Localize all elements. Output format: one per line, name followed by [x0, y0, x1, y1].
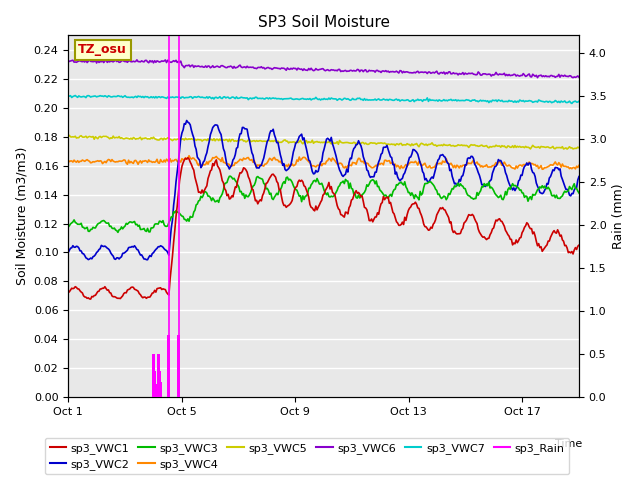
Y-axis label: Rain (mm): Rain (mm): [612, 183, 625, 249]
Title: SP3 Soil Moisture: SP3 Soil Moisture: [257, 15, 390, 30]
Text: TZ_osu: TZ_osu: [78, 43, 127, 57]
Bar: [157, 354, 160, 397]
Legend: sp3_VWC1, sp3_VWC2, sp3_VWC3, sp3_VWC4, sp3_VWC5, sp3_VWC6, sp3_VWC7, sp3_Rain: sp3_VWC1, sp3_VWC2, sp3_VWC3, sp3_VWC4, …: [45, 438, 569, 474]
Bar: [158, 372, 161, 397]
Bar: [159, 382, 162, 397]
Bar: [177, 335, 180, 397]
Y-axis label: Soil Moisture (m3/m3): Soil Moisture (m3/m3): [15, 147, 28, 286]
Bar: [152, 354, 155, 397]
Bar: [168, 335, 170, 397]
Bar: [153, 372, 156, 397]
Bar: [156, 384, 159, 397]
Text: Time: Time: [555, 439, 582, 449]
